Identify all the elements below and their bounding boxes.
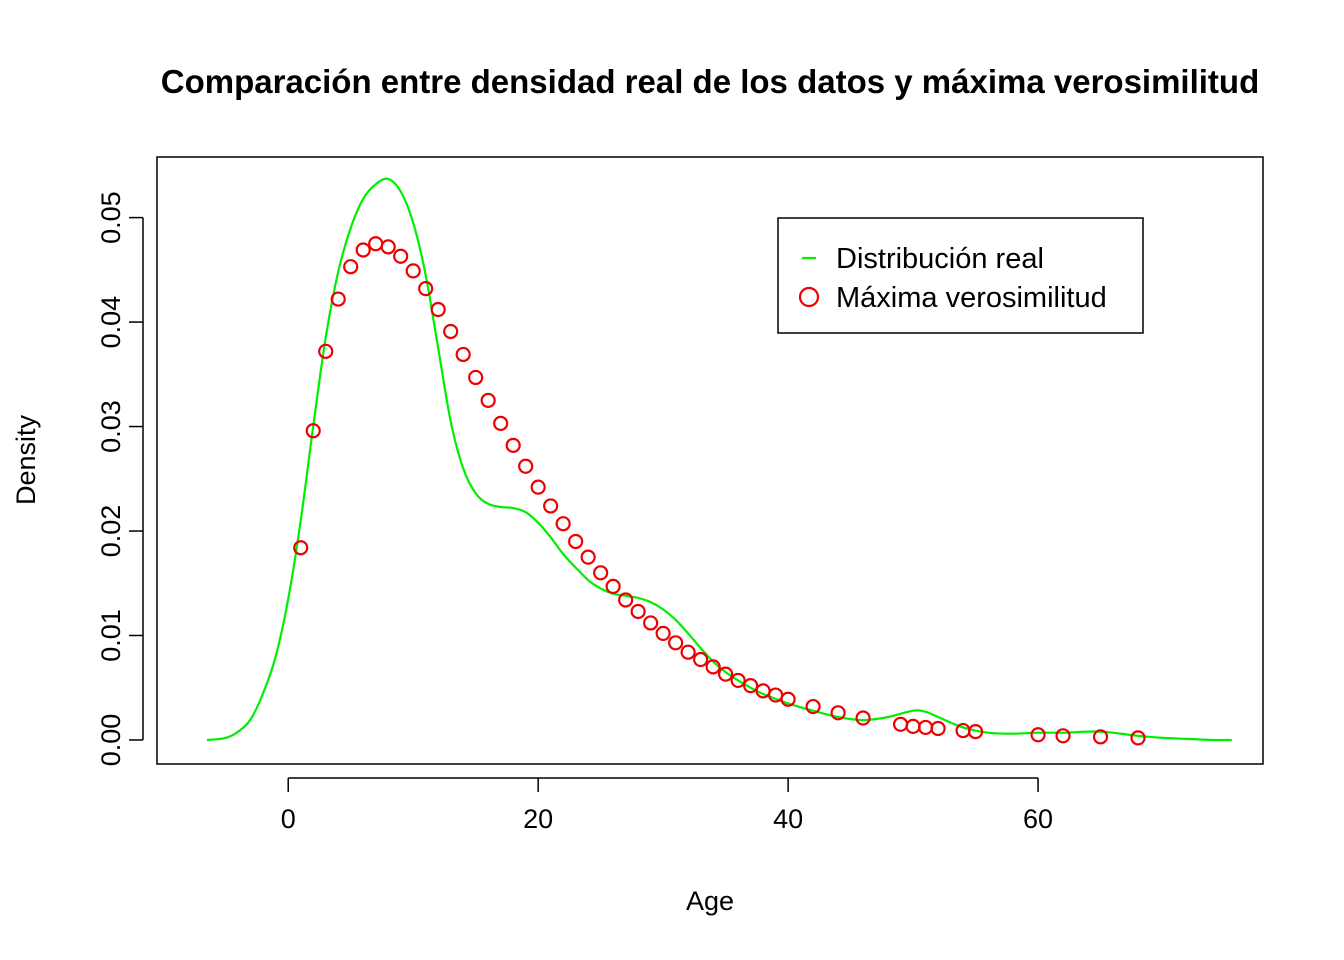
data-point-maxima-verosimilitud: [680, 644, 696, 660]
x-axis: 0 20 40 60: [281, 777, 1053, 834]
data-point-maxima-verosimilitud: [780, 691, 796, 707]
x-tick-label: 40: [773, 804, 803, 834]
data-point-maxima-verosimilitud: [393, 248, 409, 264]
data-point-maxima-verosimilitud: [330, 291, 346, 307]
data-point-maxima-verosimilitud: [443, 323, 459, 340]
data-point-maxima-verosimilitud: [318, 343, 334, 359]
data-point-maxima-verosimilitud: [930, 720, 946, 737]
data-point-maxima-verosimilitud: [892, 716, 909, 732]
data-point-maxima-verosimilitud: [605, 578, 621, 594]
data-point-maxima-verosimilitud: [1092, 729, 1109, 745]
data-point-maxima-verosimilitud: [905, 718, 921, 734]
data-point-maxima-verosimilitud: [355, 242, 371, 258]
data-point-maxima-verosimilitud: [1055, 728, 1071, 744]
data-point-maxima-verosimilitud: [343, 259, 359, 275]
y-tick-label: 0.00: [96, 714, 126, 767]
y-tick-label: 0.03: [96, 400, 126, 453]
data-point-maxima-verosimilitud: [455, 346, 471, 363]
data-point-maxima-verosimilitud: [618, 592, 634, 608]
data-point-maxima-verosimilitud: [643, 615, 659, 631]
plot-frame: [156, 156, 1264, 765]
legend-label-mle: Máxima verosimilitud: [836, 282, 1107, 314]
series-layer: [206, 177, 1232, 746]
data-point-maxima-verosimilitud: [468, 369, 484, 386]
data-point-maxima-verosimilitud: [368, 236, 384, 252]
data-point-maxima-verosimilitud: [530, 479, 546, 495]
legend-box: [777, 217, 1144, 334]
data-point-maxima-verosimilitud: [305, 423, 321, 439]
data-point-maxima-verosimilitud: [855, 710, 871, 726]
legend-circle-marker: [798, 286, 820, 308]
x-tick-label: 0: [281, 804, 296, 834]
data-point-maxima-verosimilitud: [967, 724, 984, 740]
data-point-maxima-verosimilitud: [405, 263, 421, 279]
data-point-maxima-verosimilitud: [580, 549, 596, 565]
data-point-maxima-verosimilitud: [505, 437, 521, 453]
data-point-maxima-verosimilitud: [1130, 730, 1146, 746]
data-point-maxima-verosimilitud: [543, 498, 559, 514]
x-tick-label: 20: [523, 804, 553, 834]
y-axis: 0.00 0.01 0.02 0.03 0.04 0.05: [96, 191, 144, 767]
y-tick-label: 0.01: [96, 609, 126, 662]
chart-title: Comparación entre densidad real de los d…: [161, 63, 1260, 100]
y-axis-label: Density: [11, 414, 41, 505]
data-point-maxima-verosimilitud: [293, 540, 309, 556]
data-point-maxima-verosimilitud: [830, 705, 846, 721]
x-axis-label: Age: [686, 886, 734, 916]
data-point-maxima-verosimilitud: [480, 392, 496, 409]
data-point-maxima-verosimilitud: [655, 625, 671, 642]
y-tick-label: 0.04: [96, 296, 126, 349]
data-point-maxima-verosimilitud: [518, 458, 534, 474]
data-point-maxima-verosimilitud: [418, 281, 434, 297]
data-point-maxima-verosimilitud: [705, 659, 721, 675]
data-point-maxima-verosimilitud: [718, 666, 734, 682]
x-tick-label: 60: [1023, 804, 1053, 834]
data-point-maxima-verosimilitud: [630, 603, 646, 620]
data-point-maxima-verosimilitud: [743, 678, 759, 694]
data-point-maxima-verosimilitud: [593, 565, 609, 581]
data-point-maxima-verosimilitud: [493, 415, 509, 432]
legend: Distribución real Máxima verosimilitud: [777, 217, 1144, 334]
legend-label-real: Distribución real: [836, 243, 1044, 275]
y-tick-label: 0.05: [96, 191, 126, 244]
y-tick-label: 0.02: [96, 505, 126, 558]
data-point-maxima-verosimilitud: [730, 672, 746, 689]
data-point-maxima-verosimilitud: [693, 651, 709, 668]
data-point-maxima-verosimilitud: [805, 698, 821, 715]
data-point-maxima-verosimilitud: [917, 719, 934, 736]
data-point-maxima-verosimilitud: [1030, 727, 1046, 743]
data-point-maxima-verosimilitud: [668, 635, 684, 651]
data-point-maxima-verosimilitud: [380, 239, 396, 255]
data-point-maxima-verosimilitud: [568, 533, 584, 550]
data-point-maxima-verosimilitud: [955, 722, 971, 739]
data-point-maxima-verosimilitud: [555, 516, 571, 532]
data-point-maxima-verosimilitud: [430, 301, 446, 318]
